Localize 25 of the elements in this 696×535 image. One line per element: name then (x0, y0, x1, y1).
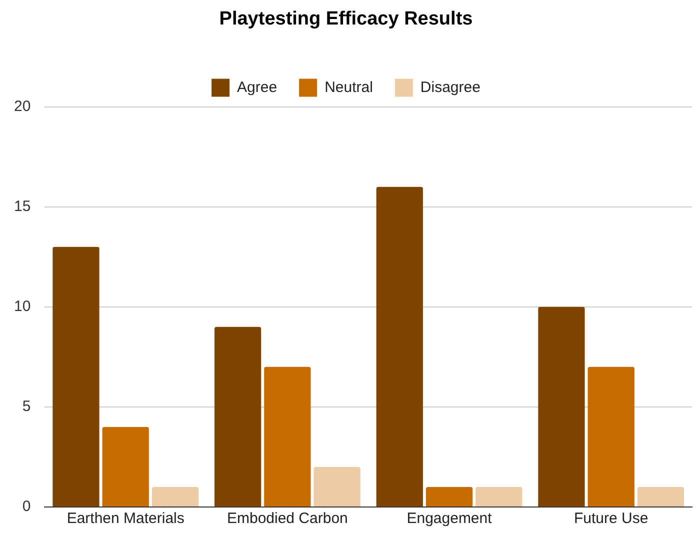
bar (152, 486, 199, 506)
bar (52, 246, 100, 506)
y-tick-label: 20 (14, 98, 31, 115)
x-tick-label: Earthen Materials (66, 510, 184, 528)
x-tick-label: Embodied Carbon (226, 510, 348, 528)
legend-label: Neutral (324, 78, 373, 96)
bar (102, 426, 149, 506)
bar (476, 486, 522, 506)
y-tick-label: 5 (22, 398, 31, 416)
y-tick-label: 10 (14, 298, 31, 316)
bar (538, 306, 585, 506)
x-tick-label: Engagement (406, 510, 493, 528)
bar (426, 486, 473, 506)
bar (588, 366, 634, 506)
bar (376, 186, 423, 506)
chart-title: Playtesting Efficacy Results (219, 8, 473, 30)
bar (637, 486, 684, 506)
bar (214, 326, 262, 506)
legend-label: Disagree (420, 78, 480, 96)
legend-label: Agree (237, 78, 278, 96)
bar (314, 466, 360, 506)
bar (264, 366, 311, 506)
x-tick-label: Future Use (574, 510, 648, 528)
y-tick-label: 0 (22, 498, 31, 516)
y-tick-label: 15 (14, 198, 31, 215)
